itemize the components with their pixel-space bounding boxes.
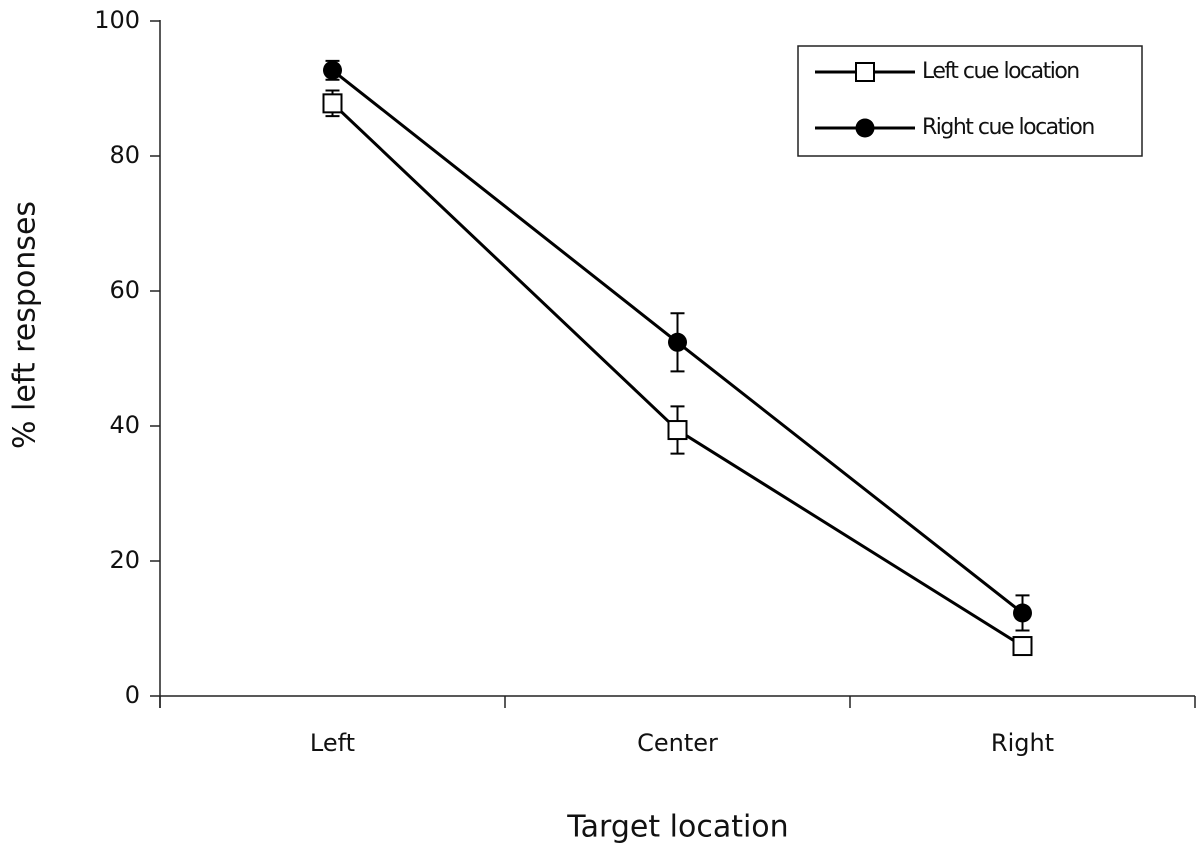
y-tick-label: 80 bbox=[109, 141, 140, 169]
marker bbox=[855, 62, 875, 82]
y-tick-label: 40 bbox=[109, 411, 140, 439]
marker bbox=[323, 60, 342, 80]
x-tick-label: Left bbox=[310, 729, 355, 757]
marker bbox=[1013, 603, 1032, 623]
x-tick-label: Center bbox=[637, 729, 718, 757]
y-tick-label: 0 bbox=[125, 681, 140, 709]
y-axis-label: % left responses bbox=[8, 201, 43, 449]
marker bbox=[322, 93, 343, 114]
marker bbox=[667, 420, 688, 441]
x-axis-label: Target location bbox=[566, 810, 788, 845]
y-tick-label: 20 bbox=[109, 546, 140, 574]
series-line bbox=[331, 102, 1024, 648]
y-tick-label: 100 bbox=[94, 6, 140, 34]
marker bbox=[855, 118, 875, 138]
marker bbox=[1012, 636, 1033, 657]
legend-label: Left cue location bbox=[922, 59, 1079, 84]
y-tick-label: 60 bbox=[109, 276, 140, 304]
legend-label: Right cue location bbox=[922, 115, 1094, 140]
marker bbox=[668, 332, 687, 352]
x-tick-label: Right bbox=[991, 729, 1054, 757]
